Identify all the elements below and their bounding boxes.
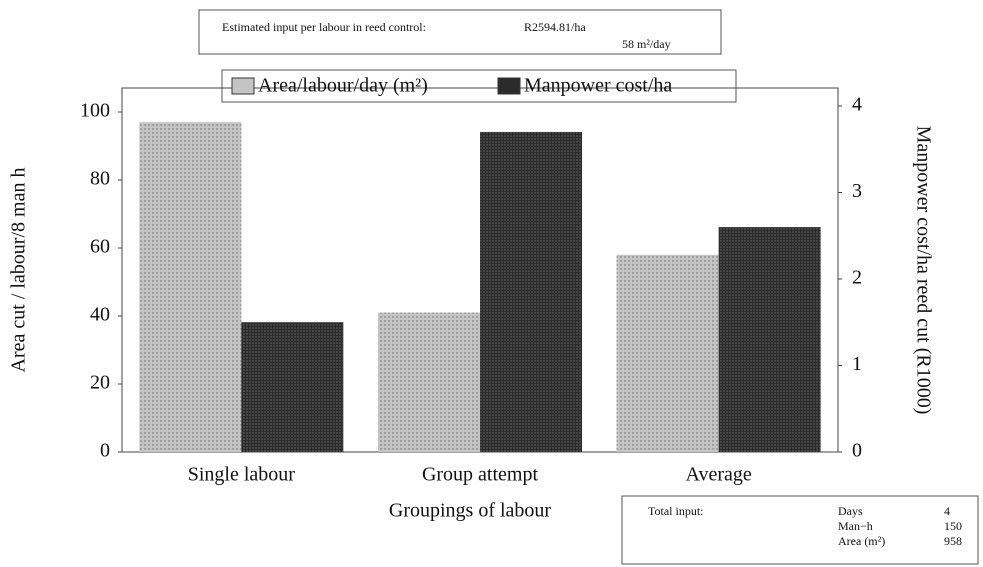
- y-tick-label: 40: [90, 304, 110, 326]
- legend-swatch: [231, 77, 255, 95]
- y-tick-label: 60: [90, 236, 110, 258]
- legend: [221, 69, 737, 103]
- x-tick-label: Group attempt: [422, 464, 539, 486]
- y-tick-label: 0: [100, 440, 110, 462]
- y-tick-label: 80: [90, 168, 110, 190]
- y2-tick-label: 1: [852, 353, 862, 375]
- totals-box: [621, 495, 979, 565]
- legend-label: Area/labour/day (m²): [258, 75, 428, 97]
- x-tick-label: Average: [686, 464, 752, 486]
- bar-texture: [139, 122, 242, 452]
- legend-swatch: [497, 77, 521, 95]
- legend-label: Manpower cost/ha: [524, 75, 672, 97]
- y2-tick-label: 2: [852, 267, 862, 289]
- totals-label: Total input:: [648, 504, 704, 518]
- y-axis-label: Area cut / labour/8 man h: [8, 168, 30, 373]
- y-tick-label: 20: [90, 372, 110, 394]
- totals-name: Area (m²): [838, 534, 885, 548]
- x-tick-label: Single labour: [188, 464, 296, 486]
- y2-tick-label: 0: [852, 440, 862, 462]
- bar-texture: [616, 254, 719, 452]
- y2-tick-label: 4: [852, 94, 862, 116]
- totals-value: 958: [944, 534, 962, 548]
- bar-texture: [378, 312, 480, 452]
- x-axis-label: Groupings of labour: [389, 500, 552, 522]
- y-tick-label: 100: [80, 100, 110, 122]
- y2-tick-label: 3: [852, 180, 862, 202]
- bar-texture: [241, 322, 344, 452]
- totals-value: 4: [944, 504, 950, 518]
- estimate-value: R2594.81/ha: [524, 20, 586, 34]
- estimate-label: Estimated input per labour in reed contr…: [222, 20, 426, 34]
- totals-name: Man−h: [838, 519, 873, 533]
- estimate-rate: 58 m²/day: [622, 37, 671, 51]
- bar-texture: [480, 131, 582, 452]
- bar-texture: [718, 227, 821, 452]
- y2-axis-label: Manpower cost/ha reed cut (R1000): [912, 126, 934, 415]
- estimate-box: [198, 9, 722, 55]
- totals-value: 150: [944, 519, 962, 533]
- totals-name: Days: [838, 504, 863, 518]
